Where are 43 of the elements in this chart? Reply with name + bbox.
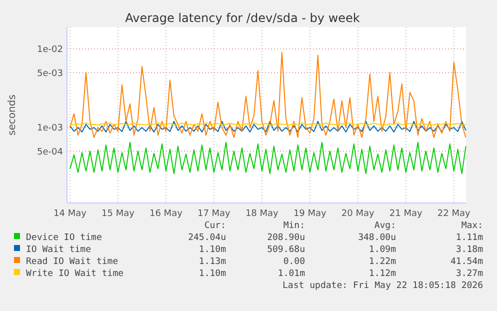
x-tick-label: 14 May — [54, 209, 88, 219]
text: Last update: Fri May 22 18:05:18 2026 — [282, 281, 483, 291]
x-tick-label: 15 May — [102, 209, 136, 219]
text: 41.54m — [450, 257, 483, 267]
text: 1.10m — [198, 269, 226, 279]
text: 1.22m — [368, 257, 396, 267]
legend-label: Write IO Wait time — [26, 269, 124, 279]
x-tick-label: 19 May — [293, 209, 328, 219]
x-tick-label: 21 May — [389, 209, 423, 219]
text: 1.01m — [278, 269, 305, 279]
chart-title: Average latency for /dev/sda - by week — [125, 11, 360, 25]
text: 245.04u — [188, 233, 226, 243]
y-tick-label: 5e-03 — [37, 68, 63, 79]
text: 1.13m — [198, 257, 226, 267]
text: Avg: — [374, 221, 396, 231]
text: 208.90u — [267, 233, 305, 243]
y-tick-label: 1e-02 — [37, 45, 63, 56]
text: 0.00 — [283, 257, 305, 267]
y-tick-label: 5e-04 — [37, 147, 64, 158]
text: Cur: — [204, 221, 226, 231]
x-tick-label: 18 May — [245, 209, 280, 219]
line-series — [70, 142, 466, 174]
text: Max: — [461, 221, 483, 231]
text: Min: — [283, 221, 305, 231]
text: 348.00u — [358, 233, 396, 243]
text: 1.12m — [368, 269, 396, 279]
x-tick-label: 16 May — [150, 209, 184, 219]
line-series — [70, 120, 466, 132]
legend-label: IO Wait time — [26, 245, 92, 255]
legend-label: Device IO time — [26, 233, 102, 243]
text: 3.27m — [456, 269, 483, 279]
x-tick-label: 22 May — [437, 209, 471, 219]
x-tick-label: 20 May — [341, 209, 376, 219]
line-series — [70, 52, 466, 138]
text: 1.10m — [198, 245, 226, 255]
legend-label: Read IO Wait time — [26, 257, 118, 267]
text: 1.09m — [368, 245, 396, 255]
text: 509.68u — [267, 245, 305, 255]
text: 1.11m — [456, 233, 483, 243]
y-tick-label: 1e-03 — [37, 124, 63, 134]
x-tick-label: 17 May — [197, 209, 232, 219]
y-axis-title: seconds — [7, 94, 18, 136]
text: 3.18m — [456, 245, 483, 255]
